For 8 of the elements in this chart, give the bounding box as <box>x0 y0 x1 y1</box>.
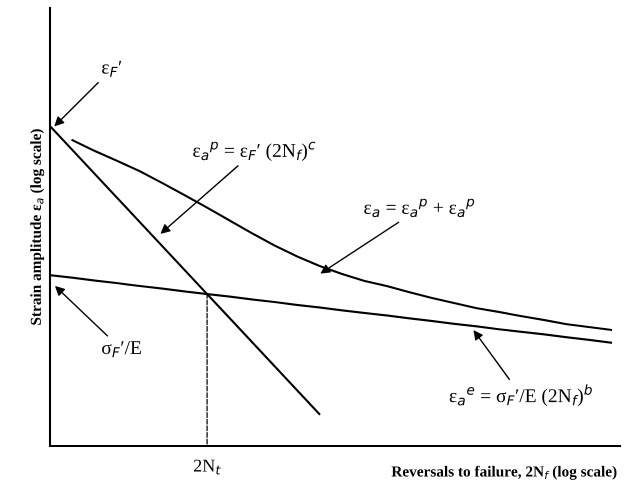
annotation: ε$_{a}$ = ε$_{a}$$^{p}$ + ε$_{a}$$^{p}$ <box>364 198 474 218</box>
text: ε$_{F}$′ <box>102 60 122 77</box>
text: ε$_{a}$$^{p}$ = ε$_{F}$′ (2N$_{f}$)$^{c}$ <box>193 142 316 161</box>
y-axis-title: Strain amplitude ε$_{a}$ (log scale) <box>30 129 44 325</box>
text: ε$_{a}$$^{e}$ = σ$_{F}$′/E (2N$_{f}$)$^{b}$ <box>450 384 592 406</box>
annotation: σ$_{F}$′/E <box>102 341 141 358</box>
x-axis-title: Reversals to failure, 2N$_{f}$ (log scale) <box>392 466 616 480</box>
text: 2N$_{t}$ <box>194 460 221 474</box>
